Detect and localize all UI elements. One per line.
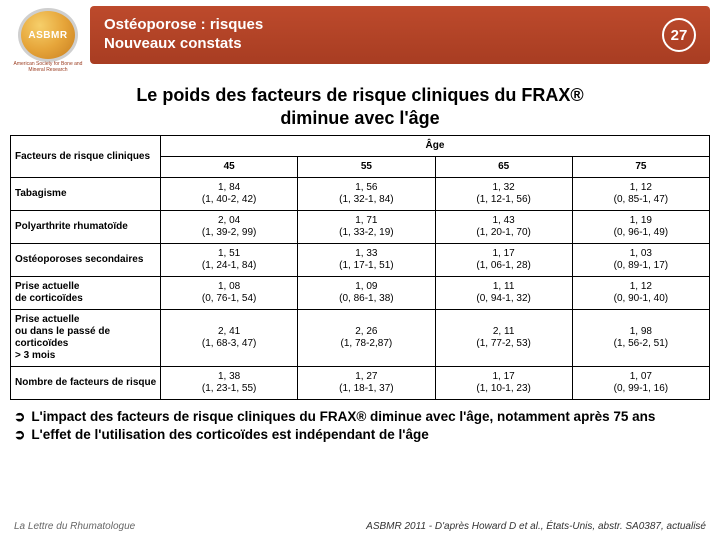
table-cell: 1, 07(0, 99-1, 16) (572, 367, 709, 400)
slide-title-line2: Nouveaux constats (104, 35, 263, 54)
footer-left: La Lettre du Rhumatologue (14, 521, 135, 532)
table-age-col-2: 65 (435, 157, 572, 178)
footer: La Lettre du Rhumatologue ASBMR 2011 - D… (14, 521, 706, 532)
table-row-label: Tabagisme (11, 178, 161, 211)
table-cell: 1, 12(0, 90-1, 40) (572, 277, 709, 310)
table-cell: 2, 04(1, 39-2, 99) (161, 211, 298, 244)
table-age-col-1: 55 (298, 157, 435, 178)
table-row: Nombre de facteurs de risque1, 38(1, 23-… (11, 367, 710, 400)
slide-title-line1: Ostéoporose : risques (104, 16, 263, 35)
table-age-col-0: 45 (161, 157, 298, 178)
table-cell: 1, 27(1, 18-1, 37) (298, 367, 435, 400)
logo-text: ASBMR (28, 30, 67, 41)
main-title-line1: Le poids des facteurs de risque clinique… (136, 85, 583, 105)
table-row-label: Nombre de facteurs de risque (11, 367, 161, 400)
table-cell: 1, 84(1, 40-2, 42) (161, 178, 298, 211)
table-row-label: Ostéoporoses secondaires (11, 244, 161, 277)
header: ASBMR American Society for Bone and Mine… (0, 0, 720, 70)
main-title-line2: diminue avec l'âge (280, 108, 439, 128)
table-row: Tabagisme1, 84(1, 40-2, 42)1, 56(1, 32-1… (11, 178, 710, 211)
logo-subtitle: American Society for Bone and Mineral Re… (8, 62, 88, 73)
table-cell: 1, 33(1, 17-1, 51) (298, 244, 435, 277)
slide-title: Ostéoporose : risques Nouveaux constats (104, 16, 263, 54)
frax-table: Facteurs de risque cliniques Âge 4555657… (10, 135, 710, 400)
table-cell: 1, 71(1, 33-2, 19) (298, 211, 435, 244)
table-cell: 1, 19(0, 96-1, 49) (572, 211, 709, 244)
table-row: Ostéoporoses secondaires1, 51(1, 24-1, 8… (11, 244, 710, 277)
table-cell: 1, 56(1, 32-1, 84) (298, 178, 435, 211)
table-cell: 1, 11(0, 94-1, 32) (435, 277, 572, 310)
footer-right: ASBMR 2011 - D'après Howard D et al., Ét… (366, 521, 706, 532)
table-cell: 1, 09(0, 86-1, 38) (298, 277, 435, 310)
table-age-col-3: 75 (572, 157, 709, 178)
bullet-item: ➲ L'effet de l'utilisation des corticoïde… (14, 426, 706, 444)
title-bar: Ostéoporose : risques Nouveaux constats … (90, 6, 710, 64)
table-row-label: Prise actuelleou dans le passé de cortic… (11, 310, 161, 367)
bullet-item: ➲ L'impact des facteurs de risque cliniqu… (14, 408, 706, 426)
table-cell: 2, 26(1, 78-2,87) (298, 310, 435, 367)
bullet-arrow-icon: ➲ (14, 426, 25, 444)
table-row-label: Prise actuellede corticoïdes (11, 277, 161, 310)
table-cell: 1, 43(1, 20-1, 70) (435, 211, 572, 244)
table-cell: 1, 08(0, 76-1, 54) (161, 277, 298, 310)
table-cell: 1, 03(0, 89-1, 17) (572, 244, 709, 277)
logo-wrap: ASBMR American Society for Bone and Mine… (0, 8, 90, 62)
table-corner-header: Facteurs de risque cliniques (11, 136, 161, 178)
table-cell: 1, 17(1, 06-1, 28) (435, 244, 572, 277)
bullet-text: L'impact des facteurs de risque clinique… (31, 408, 655, 426)
table-row-label: Polyarthrite rhumatoïde (11, 211, 161, 244)
table-cell: 2, 11(1, 77-2, 53) (435, 310, 572, 367)
conclusion-bullets: ➲ L'impact des facteurs de risque cliniqu… (14, 408, 706, 444)
bullet-text: L'effet de l'utilisation des corticoïdes… (31, 426, 428, 444)
table-cell: 2, 41(1, 68-3, 47) (161, 310, 298, 367)
table-row: Prise actuelleou dans le passé de cortic… (11, 310, 710, 367)
page-number-badge: 27 (662, 18, 696, 52)
bullet-arrow-icon: ➲ (14, 408, 25, 426)
table-cell: 1, 51(1, 24-1, 84) (161, 244, 298, 277)
table-row: Polyarthrite rhumatoïde2, 04(1, 39-2, 99… (11, 211, 710, 244)
table-age-header: Âge (161, 136, 710, 157)
table-cell: 1, 32(1, 12-1, 56) (435, 178, 572, 211)
asbmr-logo-icon: ASBMR American Society for Bone and Mine… (18, 8, 78, 62)
table-cell: 1, 98(1, 56-2, 51) (572, 310, 709, 367)
table-row: Prise actuellede corticoïdes1, 08(0, 76-… (11, 277, 710, 310)
main-title: Le poids des facteurs de risque clinique… (20, 84, 700, 129)
table-cell: 1, 38(1, 23-1, 55) (161, 367, 298, 400)
table-cell: 1, 17(1, 10-1, 23) (435, 367, 572, 400)
table-cell: 1, 12(0, 85-1, 47) (572, 178, 709, 211)
